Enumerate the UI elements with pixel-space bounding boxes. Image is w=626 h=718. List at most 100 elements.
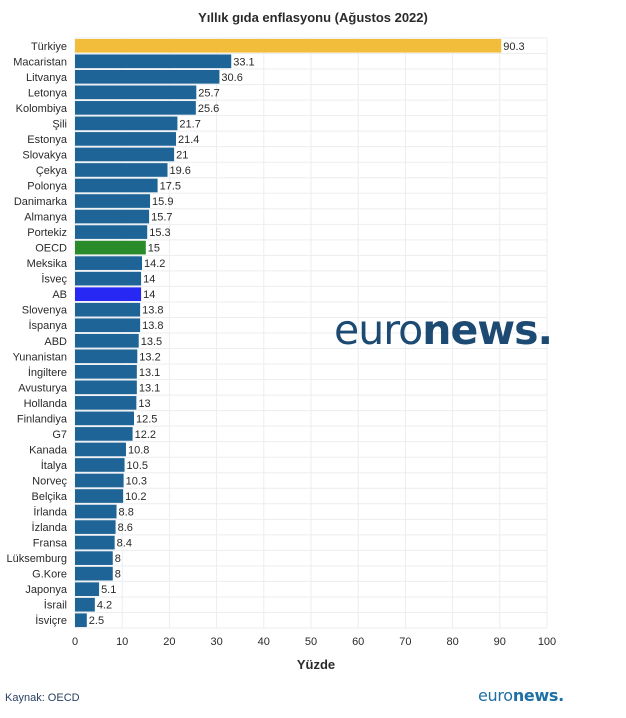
x-tick-label: 20 [163,636,175,648]
category-label: Türkiye [31,41,67,53]
category-label: İngiltere [28,366,67,379]
euronews-logo: euronews. [478,686,564,705]
euronews-watermark: euronews. [334,306,554,354]
bar [75,442,126,457]
bar [75,396,137,410]
bar-value-label: 13.8 [142,305,163,317]
bar [75,256,143,270]
category-label: Meksika [27,258,68,270]
bar [75,178,158,193]
category-label: İsviçre [35,614,67,627]
bar [75,364,137,379]
bar [75,318,141,333]
bar-value-label: 25.6 [198,103,219,115]
bar [75,287,142,302]
category-label: Almanya [24,212,68,224]
category-label: Belçika [32,491,68,503]
bar-value-label: 13.8 [142,320,163,332]
bar-value-label: 10.2 [125,491,146,503]
category-label: Danimarka [14,196,68,208]
x-tick-label: 40 [258,636,270,648]
bar-value-label: 8 [115,569,121,581]
category-label: Slovakya [22,149,68,161]
brand-light-text: euro [334,306,423,354]
bar [75,101,196,115]
bar-value-label: 8.6 [118,522,133,534]
bar-value-label: 15.9 [152,196,173,208]
bar [75,566,113,581]
category-label: Portekiz [27,227,67,239]
bar-value-label: 8 [115,553,121,565]
bar [75,504,117,519]
bar-value-label: 15.3 [149,227,170,239]
brand-dot: . [558,686,564,705]
x-tick-label: 0 [72,636,78,648]
bar-value-label: 13.1 [139,382,160,394]
bar [75,551,113,565]
bar [75,473,124,488]
category-labels: Türkiye Macaristan Litvanya Letonya Kolombiy… [6,41,67,627]
bar-value-label: 21.7 [179,118,200,130]
bar-value-label: 12.5 [136,413,157,425]
category-label: Kanada [29,444,68,456]
bar [75,597,95,612]
bar-value-label: 25.7 [198,87,219,99]
bar [75,147,175,162]
x-tick-label: 30 [210,636,222,648]
x-tick-label: 50 [305,636,317,648]
bar [75,458,125,472]
bar-value-label: 8.4 [117,538,132,550]
bar-value-label: 13 [138,398,150,410]
category-label: Polonya [27,181,68,193]
category-label: Litvanya [26,72,68,84]
category-label: Finlandiya [17,413,68,425]
category-label: Fransa [33,538,68,550]
brand-dot: . [537,306,554,354]
category-label: Letonya [28,87,68,99]
bar [75,225,148,239]
x-axis-title: Yüzde [297,657,335,672]
bar-value-label: 21.4 [178,134,199,146]
category-label: Kolombiya [16,103,68,115]
bar [75,302,141,317]
category-label: Hollanda [24,398,68,410]
category-label: İzlanda [32,521,68,534]
category-label: Şili [52,118,67,130]
category-label: Avusturya [18,382,68,394]
x-tick-label: 60 [352,636,364,648]
source-note: Kaynak: OECD [5,692,80,704]
bar [75,582,100,597]
category-label: Çekya [36,165,68,177]
category-label: Japonya [25,584,67,596]
bar-value-label: 19.6 [170,165,191,177]
x-axis-ticks: 0 10 20 30 40 50 60 70 80 90 100 [72,636,556,648]
category-label: ABD [44,336,67,348]
category-label: Estonya [27,134,68,146]
category-label: İtalya [41,459,68,472]
bar [75,271,142,286]
bar-value-label: 13.1 [139,367,160,379]
bar [75,116,178,131]
bar-value-label: 21 [176,149,188,161]
bar-value-label: 30.6 [221,72,242,84]
category-label: Norveç [32,476,67,488]
bar [75,333,139,348]
bar [75,209,150,224]
bar-value-label: 33.1 [233,56,254,68]
bar-value-label: 2.5 [89,615,104,627]
grid-lines [74,37,548,629]
x-tick-label: 70 [399,636,411,648]
bar [75,54,232,69]
category-label: G7 [52,429,67,441]
bar-value-label: 90.3 [503,41,524,53]
category-label: Yunanistan [13,351,67,363]
bar-value-label: 10.5 [127,460,148,472]
bar-value-label: 15 [148,243,160,255]
bar-value-label: 5.1 [101,584,116,596]
bar [75,535,115,550]
bars [75,38,502,628]
bar-value-label: 15.7 [151,212,172,224]
category-label: İrlanda [33,506,68,519]
bar [75,427,133,441]
